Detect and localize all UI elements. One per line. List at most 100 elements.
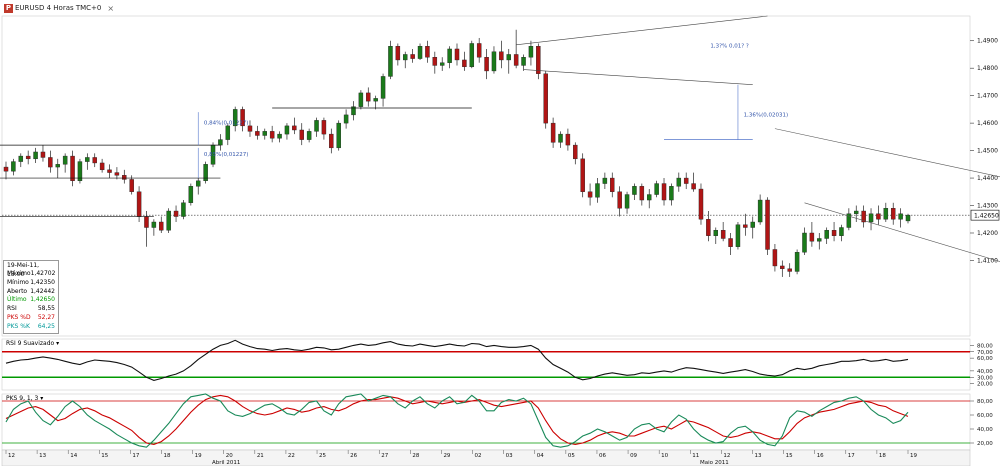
candle-body[interactable] xyxy=(144,216,149,228)
candle-body[interactable] xyxy=(306,131,312,140)
candle-body[interactable] xyxy=(454,48,460,61)
candle-body[interactable] xyxy=(543,73,548,124)
candle-body[interactable] xyxy=(772,249,778,267)
candle-body[interactable] xyxy=(513,54,519,66)
candle-body[interactable] xyxy=(824,230,829,239)
candle-body[interactable] xyxy=(780,265,785,269)
candle-body[interactable] xyxy=(232,109,238,127)
candle-body[interactable] xyxy=(203,164,208,182)
candle-body[interactable] xyxy=(410,54,415,59)
candle-body[interactable] xyxy=(521,57,526,66)
candle-body[interactable] xyxy=(432,57,438,66)
candle-body[interactable] xyxy=(247,125,253,132)
candle-body[interactable] xyxy=(565,133,571,146)
candle-body[interactable] xyxy=(476,43,482,58)
candle-body[interactable] xyxy=(343,114,349,124)
candle-body[interactable] xyxy=(720,230,726,239)
candle-body[interactable] xyxy=(506,54,511,61)
candle-body[interactable] xyxy=(284,125,290,135)
candle-body[interactable] xyxy=(876,213,881,220)
candle-body[interactable] xyxy=(181,202,186,217)
candle-body[interactable] xyxy=(292,125,297,131)
candle-body[interactable] xyxy=(425,46,430,58)
candle-body[interactable] xyxy=(129,179,134,192)
candle-body[interactable] xyxy=(809,232,815,242)
candle-body[interactable] xyxy=(661,183,667,201)
candle-body[interactable] xyxy=(646,194,652,201)
candle-body[interactable] xyxy=(580,158,585,192)
candle-body[interactable] xyxy=(846,213,852,228)
candle-body[interactable] xyxy=(654,183,659,195)
candle-body[interactable] xyxy=(173,210,179,217)
candle-body[interactable] xyxy=(728,238,733,247)
candle-body[interactable] xyxy=(299,129,304,140)
candle-body[interactable] xyxy=(366,92,371,102)
candle-body[interactable] xyxy=(757,199,763,223)
candle-body[interactable] xyxy=(831,230,837,236)
candle-body[interactable] xyxy=(166,210,171,231)
candle-body[interactable] xyxy=(33,151,38,160)
candle-body[interactable] xyxy=(861,210,866,223)
candle-body[interactable] xyxy=(388,46,393,77)
candle-body[interactable] xyxy=(691,183,696,190)
candle-body[interactable] xyxy=(25,155,31,160)
candle-body[interactable] xyxy=(743,224,748,228)
candle-body[interactable] xyxy=(107,169,112,173)
candle-body[interactable] xyxy=(314,120,319,132)
candle-body[interactable] xyxy=(898,213,903,220)
candle-body[interactable] xyxy=(55,164,60,168)
candle-body[interactable] xyxy=(462,59,467,68)
candle-body[interactable] xyxy=(48,157,53,168)
candle-body[interactable] xyxy=(610,177,615,192)
candle-body[interactable] xyxy=(854,210,859,214)
candle-body[interactable] xyxy=(676,177,682,187)
candle-body[interactable] xyxy=(587,191,593,198)
candle-body[interactable] xyxy=(528,46,534,58)
candle-body[interactable] xyxy=(765,199,770,250)
candle-body[interactable] xyxy=(883,208,889,220)
candle-body[interactable] xyxy=(639,186,645,201)
candle-body[interactable] xyxy=(890,208,896,220)
candle-body[interactable] xyxy=(373,98,378,102)
candle-body[interactable] xyxy=(92,157,97,164)
candle-body[interactable] xyxy=(669,186,674,201)
candle-body[interactable] xyxy=(706,219,711,236)
candle-body[interactable] xyxy=(240,109,245,127)
candle-body[interactable] xyxy=(77,161,83,182)
candle-body[interactable] xyxy=(802,232,807,253)
candle-body[interactable] xyxy=(447,48,452,63)
candle-body[interactable] xyxy=(151,221,157,228)
candle-body[interactable] xyxy=(868,213,874,223)
candle-body[interactable] xyxy=(550,122,556,143)
candle-body[interactable] xyxy=(269,131,275,139)
candle-body[interactable] xyxy=(595,183,600,198)
candle-body[interactable] xyxy=(188,186,194,203)
candle-body[interactable] xyxy=(380,76,386,99)
candle-body[interactable] xyxy=(794,252,800,272)
candle-body[interactable] xyxy=(735,224,741,247)
candle-body[interactable] xyxy=(114,172,120,176)
candle-body[interactable] xyxy=(817,238,822,242)
candle-body[interactable] xyxy=(136,191,142,217)
candle-body[interactable] xyxy=(536,46,541,74)
candle-body[interactable] xyxy=(624,194,630,209)
candle-body[interactable] xyxy=(484,57,489,72)
candle-body[interactable] xyxy=(358,92,364,107)
candle-body[interactable] xyxy=(85,157,90,162)
candle-body[interactable] xyxy=(573,144,578,160)
candle-body[interactable] xyxy=(255,131,260,136)
candle-body[interactable] xyxy=(195,180,201,187)
candle-body[interactable] xyxy=(321,120,327,135)
candle-body[interactable] xyxy=(62,155,68,165)
candle-body[interactable] xyxy=(336,122,341,149)
candle-body[interactable] xyxy=(469,43,475,68)
candle-body[interactable] xyxy=(558,133,563,143)
candle-body[interactable] xyxy=(698,188,704,220)
candle-body[interactable] xyxy=(11,161,16,172)
close-icon[interactable]: × xyxy=(107,3,115,13)
candle-body[interactable] xyxy=(683,177,689,184)
candle-body[interactable] xyxy=(3,166,9,172)
candle-body[interactable] xyxy=(351,106,356,116)
candle-body[interactable] xyxy=(439,62,445,66)
candle-body[interactable] xyxy=(225,125,231,140)
